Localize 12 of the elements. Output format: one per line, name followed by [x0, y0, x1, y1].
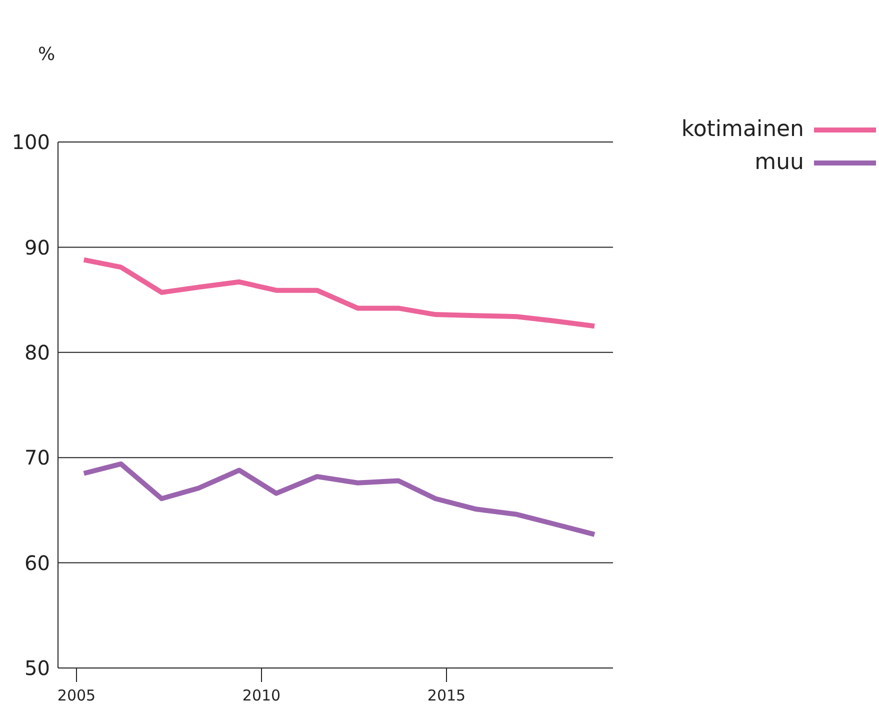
y-tick-label: 100 — [12, 130, 50, 154]
x-tick-label: 2010 — [242, 686, 281, 705]
y-tick-label: 90 — [24, 235, 50, 260]
y-tick-label: 50 — [24, 656, 50, 680]
y-tick-label: 80 — [24, 340, 50, 364]
x-tick-label: 2015 — [427, 686, 466, 705]
y-axis-title: % — [38, 44, 56, 65]
legend-label: muu — [754, 150, 804, 175]
legend-label: kotimainen — [681, 117, 804, 142]
y-tick-label: 60 — [24, 550, 50, 575]
y-tick-label: 70 — [24, 446, 50, 470]
x-tick-label: 2005 — [57, 686, 96, 705]
